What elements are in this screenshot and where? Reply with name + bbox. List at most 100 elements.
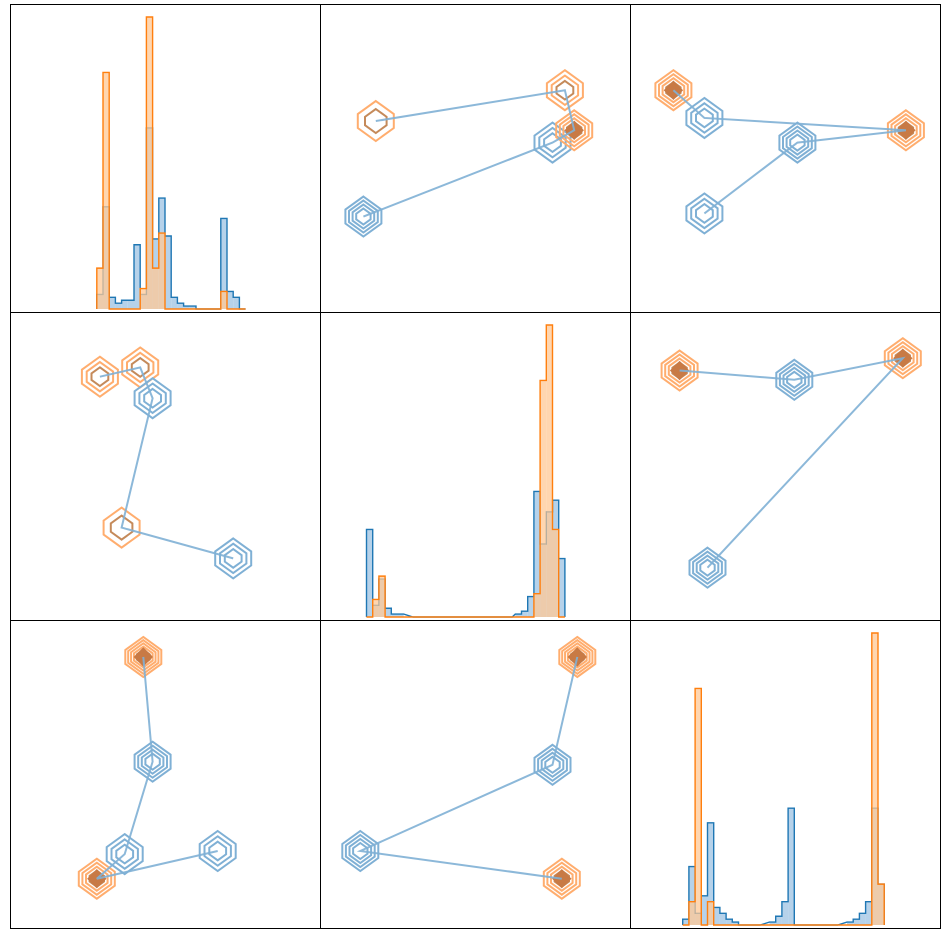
hist-bar-blue: [682, 919, 689, 925]
kde-contour-blue: [778, 362, 810, 397]
kde-contour-blue: [782, 366, 807, 393]
kde-contour-blue: [782, 125, 813, 160]
hist-cell-2-2: [682, 632, 885, 926]
kde-contour-orange: [130, 642, 157, 672]
hist-cell-1-1: [365, 324, 566, 618]
hist-bar-blue: [847, 922, 854, 925]
kde-contour-orange: [130, 356, 150, 379]
hist-bar-orange: [378, 576, 386, 617]
kde-contour-blue: [198, 829, 237, 873]
kde-contour-orange: [109, 514, 134, 541]
kde-contour-orange: [550, 74, 580, 107]
kde-contour-blue: [219, 542, 248, 575]
hist-bar-blue: [558, 558, 565, 617]
hist-bar-blue: [220, 218, 227, 309]
kde-contour-orange: [356, 99, 395, 143]
kde-contour-blue: [115, 843, 135, 865]
kde-contour-orange: [658, 73, 689, 108]
hist-bar-blue: [527, 596, 534, 617]
hist-bar-blue: [233, 297, 240, 309]
hist-bar-blue: [688, 866, 696, 925]
hist-bar-orange: [220, 291, 227, 309]
kde-contour-blue: [133, 377, 172, 420]
hist-bar-blue: [134, 244, 141, 309]
kde-contour-orange: [654, 69, 693, 112]
kde-contour-blue: [695, 554, 720, 581]
kde-cell-1-2: [660, 336, 922, 589]
hist-bar-blue: [165, 236, 172, 309]
kde-contour-orange: [894, 117, 918, 144]
hist-bar-blue: [366, 529, 373, 617]
kde-cell-2-1: [341, 635, 597, 900]
cell-frame-0-1: [320, 4, 631, 313]
kde-contour-orange: [124, 635, 163, 679]
hist-bar-orange: [140, 288, 147, 309]
hist-bar-blue: [533, 491, 541, 617]
kde-contour-blue: [699, 558, 716, 577]
hist-outline-blue: [682, 807, 885, 926]
hist-bar-blue: [713, 907, 720, 925]
kde-contour-blue: [133, 740, 172, 783]
kde-contour-blue: [544, 755, 561, 774]
kde-contour-orange: [667, 357, 692, 384]
kde-contour-blue: [785, 129, 810, 156]
kde-contour-orange: [883, 336, 922, 380]
kde-contour-blue: [203, 835, 232, 867]
hist-bar-blue: [521, 611, 528, 617]
hist-outline-blue: [96, 127, 246, 310]
kde-contour-blue: [537, 747, 568, 782]
kde-contour-blue: [685, 96, 724, 140]
kde-contour-orange: [886, 109, 925, 152]
kde-contour-blue: [685, 192, 724, 235]
hist-bar-orange: [546, 325, 553, 617]
kde-outer-contour: [99, 366, 234, 560]
kde-contour-orange: [102, 506, 141, 549]
hist-bar-blue: [171, 297, 178, 309]
cell-frame-1-0: [10, 312, 321, 621]
kde-contour-orange: [364, 107, 388, 135]
hist-bar-blue: [177, 303, 184, 309]
kde-contour-orange: [85, 865, 109, 892]
kde-contour-blue: [690, 197, 719, 230]
pairplot-cells: [10, 4, 941, 929]
hist-bar-blue: [391, 614, 398, 617]
kde-contour-orange: [555, 79, 575, 101]
kde-contour-orange: [90, 366, 110, 388]
hist-bar-blue: [781, 901, 789, 925]
kde-outer-contour: [672, 89, 907, 215]
hist-bar-orange: [96, 268, 103, 309]
hist-bar-blue: [707, 822, 714, 925]
kde-contour-blue: [144, 752, 161, 771]
kde-contour-blue: [214, 537, 253, 580]
kde-contour-blue: [692, 550, 723, 585]
kde-contour-orange: [81, 861, 113, 896]
hist-bar-orange: [878, 884, 885, 925]
kde-contour-orange: [558, 113, 590, 148]
kde-contour-orange: [127, 638, 160, 675]
hist-bar-orange: [103, 72, 110, 309]
hist-bar-orange: [695, 688, 702, 925]
hist-bar-orange: [688, 901, 696, 925]
kde-contour-orange: [664, 353, 695, 388]
kde-contour-orange: [890, 113, 922, 148]
hist-bar-orange: [146, 17, 153, 309]
kde-contour-blue: [533, 743, 572, 786]
hist-bar-blue: [788, 808, 795, 925]
kde-contour-orange: [550, 865, 574, 892]
kde-cell-0-1: [344, 69, 594, 238]
kde-contour-blue: [690, 102, 719, 134]
kde-contour-blue: [208, 840, 228, 862]
kde-contour-orange: [564, 642, 591, 672]
kde-contour-blue: [110, 838, 139, 870]
kde-contour-orange: [566, 645, 588, 669]
hist-bar-orange: [540, 380, 547, 617]
kde-contour-orange: [561, 638, 594, 675]
kde-contour-orange: [545, 69, 584, 112]
hist-bar-orange: [158, 233, 165, 309]
hist-bar-blue: [189, 306, 196, 309]
kde-contour-orange: [77, 857, 116, 900]
kde-contour-blue: [775, 358, 814, 401]
hist-bar-blue: [515, 614, 522, 617]
hist-bar-blue: [115, 303, 122, 309]
